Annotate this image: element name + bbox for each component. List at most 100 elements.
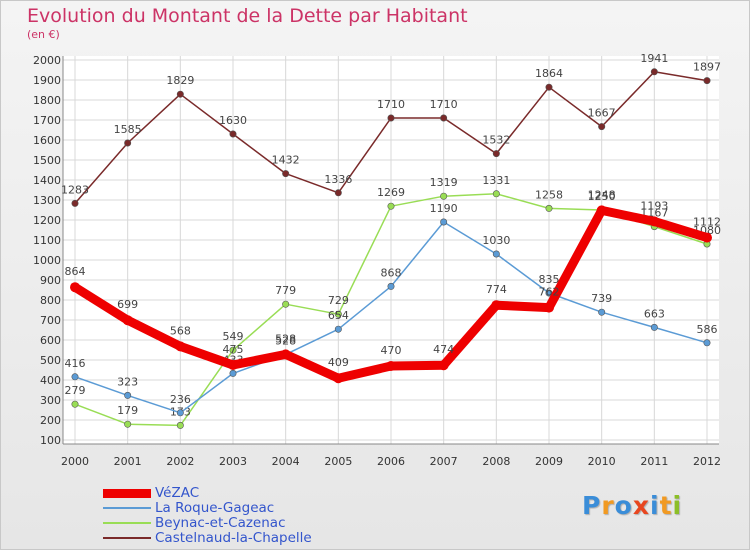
legend-swatch [103, 537, 151, 539]
data-point [598, 308, 606, 316]
chart-legend: VéZAC La Roque-Gageac Beynac-et-Cazenac Cas… [103, 485, 503, 546]
data-point [440, 218, 448, 226]
data-point [229, 130, 237, 138]
data-point [702, 232, 712, 243]
data-label: 1585 [114, 123, 142, 136]
y-tick-label: 100 [40, 434, 61, 447]
data-point [438, 360, 449, 371]
data-label: 470 [381, 344, 402, 357]
data-point [124, 139, 132, 147]
data-point [650, 68, 658, 76]
y-tick-label: 1600 [33, 134, 61, 147]
data-point [280, 349, 291, 360]
logo-letter: r [601, 491, 615, 520]
data-label: 1532 [482, 134, 510, 147]
data-label: 179 [117, 404, 138, 417]
data-label: 729 [328, 294, 349, 307]
data-point [175, 341, 186, 352]
data-point [596, 205, 607, 216]
chart-subtitle: (en €) [27, 28, 60, 41]
legend-label: Castelnaud-la-Chapelle [155, 530, 312, 546]
data-label: 1336 [324, 173, 352, 186]
data-label: 1030 [482, 234, 510, 247]
data-label: 1864 [535, 67, 563, 80]
data-label: 1193 [640, 199, 668, 212]
data-point [598, 123, 606, 131]
data-label: 1319 [430, 176, 458, 189]
data-label: 549 [223, 330, 244, 343]
legend-item: La Roque-Gageac [103, 500, 503, 516]
data-label: 416 [65, 357, 86, 370]
legend-item: Beynac-et-Cazenac [103, 515, 503, 531]
data-point [492, 250, 500, 258]
data-label: 699 [117, 298, 138, 311]
data-point [176, 409, 184, 417]
data-point [334, 310, 342, 318]
data-point [387, 202, 395, 210]
data-point [491, 300, 502, 311]
data-label: 774 [486, 283, 507, 296]
data-point [71, 400, 79, 408]
data-point [703, 77, 711, 85]
data-point [544, 302, 554, 313]
data-label: 1112 [693, 216, 721, 229]
data-point [334, 189, 342, 197]
data-label: 1248 [588, 188, 616, 201]
y-tick-label: 700 [40, 314, 61, 327]
data-label: 1283 [61, 183, 89, 196]
data-label: 474 [433, 343, 454, 356]
data-label: 1258 [535, 188, 563, 201]
x-tick-label: 2006 [377, 455, 405, 468]
logo-letter: P [582, 491, 602, 520]
data-label: 654 [328, 309, 349, 322]
data-point [228, 360, 238, 370]
y-tick-label: 1300 [33, 194, 61, 207]
data-point [229, 346, 237, 354]
proxiti-logo: Proxiti [582, 491, 682, 520]
data-label: 739 [591, 292, 612, 305]
y-tick-label: 1700 [33, 114, 61, 127]
data-point [122, 315, 133, 326]
data-point [70, 282, 80, 293]
x-tick-label: 2007 [430, 455, 458, 468]
y-tick-label: 600 [40, 334, 61, 347]
y-tick-label: 1100 [33, 234, 61, 247]
data-label: 835 [539, 273, 560, 286]
data-label: 864 [65, 265, 86, 278]
data-point [176, 90, 184, 98]
data-point [492, 150, 500, 158]
data-label: 409 [328, 356, 349, 369]
logo-letter: x [632, 491, 650, 520]
x-tick-label: 2008 [482, 455, 510, 468]
data-point [650, 323, 658, 331]
y-tick-label: 500 [40, 354, 61, 367]
data-label: 779 [275, 284, 296, 297]
legend-item: VéZAC [103, 485, 503, 501]
legend-item: Castelnaud-la-Chapelle [103, 530, 503, 546]
legend-swatch [103, 522, 151, 524]
logo-letter: o [614, 491, 633, 520]
y-tick-label: 900 [40, 274, 61, 287]
data-point [649, 216, 660, 227]
y-tick-label: 1500 [33, 154, 61, 167]
x-tick-label: 2005 [324, 455, 352, 468]
data-label: 528 [275, 332, 296, 345]
data-point [229, 369, 237, 377]
x-tick-label: 2002 [166, 455, 194, 468]
data-point [440, 192, 448, 200]
legend-label: Beynac-et-Cazenac [155, 515, 286, 531]
y-tick-label: 300 [40, 394, 61, 407]
legend-swatch [103, 488, 151, 498]
data-point [71, 373, 79, 381]
data-point [176, 421, 184, 429]
data-point [282, 300, 290, 308]
logo-letter: t [659, 491, 673, 520]
data-label: 1630 [219, 114, 247, 127]
data-point [545, 204, 553, 212]
data-point [703, 339, 711, 347]
data-label: 1190 [430, 202, 458, 215]
data-point [71, 199, 79, 207]
data-point [387, 282, 395, 290]
y-tick-label: 2000 [33, 54, 61, 67]
